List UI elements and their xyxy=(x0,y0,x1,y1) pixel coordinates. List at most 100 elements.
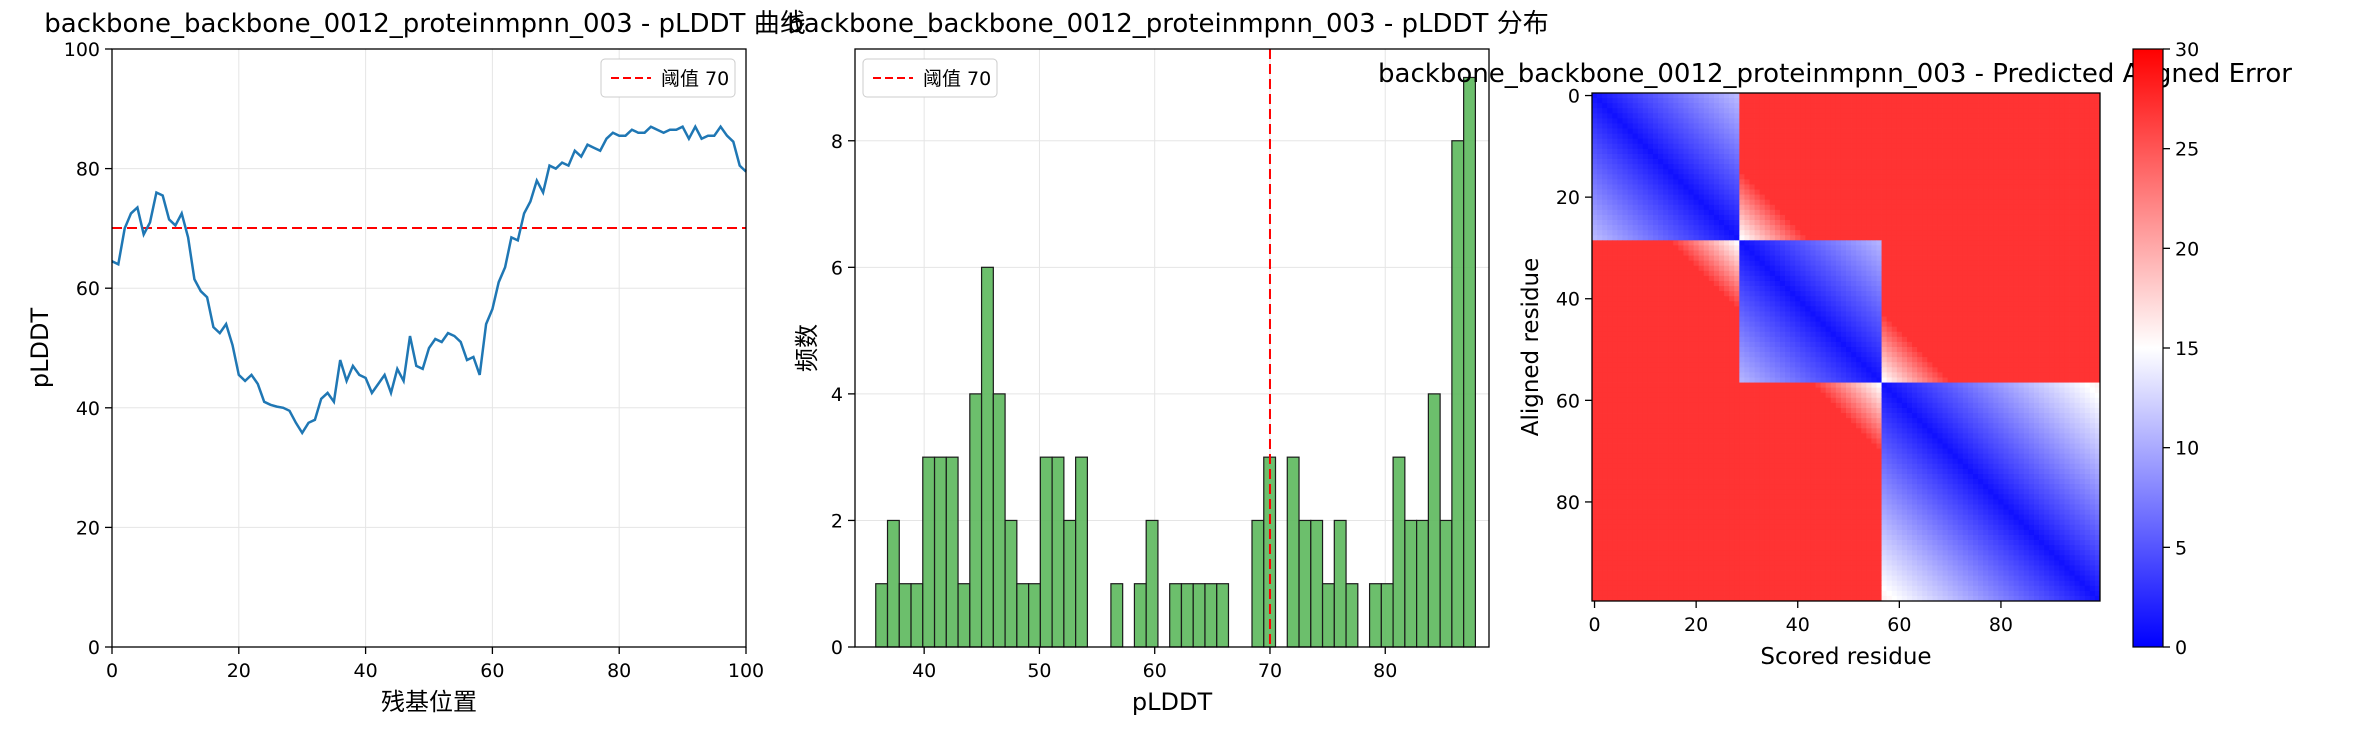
pae-cell xyxy=(2023,133,2030,140)
pae-cell xyxy=(1729,214,1735,221)
pae-cell xyxy=(1673,321,1679,328)
pae-cell xyxy=(2033,270,2040,277)
pae-cell xyxy=(1683,291,1689,297)
pae-cell xyxy=(1937,286,1943,292)
pae-cell xyxy=(2089,235,2096,241)
pae-cell xyxy=(1647,199,1654,206)
pae-cell xyxy=(1785,306,1791,312)
pae-cell xyxy=(1713,230,1720,236)
pae-cell xyxy=(1698,113,1705,119)
pae-cell xyxy=(1906,123,1913,129)
pae-cell xyxy=(1622,118,1628,124)
pae-cell xyxy=(2094,225,2101,231)
pae-cell xyxy=(1840,103,1847,109)
pae-cell xyxy=(1876,214,1882,221)
pae-cell xyxy=(2028,240,2035,246)
pae-cell xyxy=(1790,103,1796,109)
pae-cell xyxy=(1937,214,1943,221)
pae-cell xyxy=(1866,179,1872,185)
pae-cell xyxy=(1622,108,1628,114)
pae-cell xyxy=(2089,286,2096,292)
pae-cell xyxy=(1886,296,1893,302)
pae-cell xyxy=(1932,220,1938,226)
pae-cell xyxy=(1912,164,1918,170)
pae-cell xyxy=(1988,189,1994,195)
pae-cell xyxy=(1901,159,1908,165)
pae-cell xyxy=(1947,179,1954,185)
pae-cell xyxy=(1658,169,1664,175)
pae-cell xyxy=(2028,301,2035,307)
pae-cell xyxy=(1734,250,1740,256)
pae-cell xyxy=(1622,336,1628,343)
pae-cell xyxy=(1957,306,1964,312)
pae-cell xyxy=(1800,98,1806,104)
pae-cell xyxy=(2023,260,2030,267)
pae-cell xyxy=(1800,128,1806,135)
pae-cell xyxy=(2089,93,2096,99)
pae-cell xyxy=(1998,280,2004,287)
pae-cell xyxy=(1724,286,1730,292)
pae-cell xyxy=(1617,179,1623,185)
pae-cell xyxy=(1851,189,1857,195)
pae-cell xyxy=(1724,103,1730,109)
pae-cell xyxy=(1592,235,1598,241)
pae-cell xyxy=(1683,118,1689,124)
pae-cell xyxy=(1617,291,1623,297)
pae-cell xyxy=(1896,245,1903,251)
pae-cell xyxy=(2023,240,2030,246)
pae-cell xyxy=(2033,240,2040,246)
pae-cell xyxy=(1785,143,1791,150)
pae-cell xyxy=(1708,189,1715,195)
pae-cell xyxy=(1774,174,1781,180)
pae-cell xyxy=(2013,235,2020,241)
pae-cell xyxy=(1678,336,1684,343)
pae-cell xyxy=(1627,311,1634,317)
pae-cell xyxy=(1617,118,1623,124)
pae-cell xyxy=(1906,128,1913,135)
pae-cell xyxy=(1952,103,1959,109)
pae-cell xyxy=(1602,255,1608,262)
line-ytick-label: 20 xyxy=(76,517,100,539)
pae-cell xyxy=(1988,265,1994,272)
pae-cell xyxy=(1876,265,1882,272)
pae-cell xyxy=(1678,280,1684,287)
pae-cell xyxy=(2018,296,2025,302)
pae-cell xyxy=(1739,225,1745,231)
pae-cell xyxy=(2033,179,2040,185)
pae-cell xyxy=(2089,159,2096,165)
pae-cell xyxy=(1754,148,1761,155)
pae-cell xyxy=(1937,230,1943,236)
pae-cell xyxy=(2023,250,2030,256)
pae-cell xyxy=(1668,230,1674,236)
pae-cell xyxy=(1673,194,1679,201)
pae-cell xyxy=(1678,296,1684,302)
pae-cell xyxy=(1693,240,1700,246)
pae-cell xyxy=(2074,204,2081,211)
pae-cell xyxy=(1840,316,1847,322)
pae-cell xyxy=(1881,118,1888,124)
pae-cell xyxy=(2008,306,2015,312)
pae-cell xyxy=(2028,174,2035,180)
pae-cell xyxy=(1617,225,1623,231)
pae-cell xyxy=(2079,179,2086,185)
pae-cell xyxy=(2003,98,2009,104)
pae-cell xyxy=(1627,209,1634,216)
pae-cell xyxy=(1886,194,1893,201)
pae-cell xyxy=(2044,164,2050,170)
pae-cell xyxy=(1917,250,1923,256)
pae-cell xyxy=(2018,306,2025,312)
pae-cell xyxy=(2079,209,2086,216)
pae-cell xyxy=(1647,133,1654,140)
pae-cell xyxy=(1592,245,1598,251)
pae-cell xyxy=(1713,148,1720,155)
pae-cell xyxy=(1764,164,1771,170)
pae-cell xyxy=(1790,169,1796,175)
pae-cell xyxy=(1779,326,1786,333)
pae-cell xyxy=(2049,189,2055,195)
pae-cell xyxy=(1607,179,1613,185)
pae-cell xyxy=(1713,275,1720,282)
pae-cell xyxy=(2079,204,2086,211)
pae-cell xyxy=(2094,184,2101,190)
pae-cell xyxy=(2074,280,2081,287)
pae-cell xyxy=(1932,296,1938,302)
